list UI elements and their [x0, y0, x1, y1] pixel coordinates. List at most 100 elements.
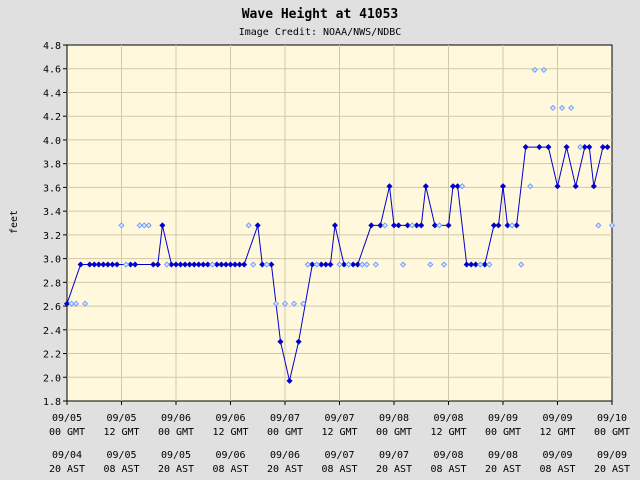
data-point — [86, 261, 93, 268]
data-point — [563, 144, 570, 151]
data-point — [227, 261, 234, 268]
x-tick-gmt-date: 09/05 — [52, 413, 82, 424]
data-point — [154, 261, 161, 268]
x-tick-gmt-time: 12 GMT — [212, 427, 248, 438]
x-tick-gmt-date: 09/09 — [488, 413, 518, 424]
data-point — [531, 66, 538, 73]
data-point — [518, 261, 525, 268]
data-point — [109, 261, 116, 268]
x-tick-gmt-time: 12 GMT — [539, 427, 575, 438]
data-point — [477, 261, 484, 268]
x-tick-gmt-date: 09/10 — [597, 413, 627, 424]
chart-subtitle: Image Credit: NOAA/NWS/NDBC — [239, 27, 402, 38]
data-point — [386, 183, 393, 190]
data-point — [300, 300, 307, 307]
y-tick-label: 1.8 — [43, 397, 61, 408]
x-tick-gmt-date: 09/05 — [106, 413, 136, 424]
data-point — [454, 183, 461, 190]
x-tick-gmt-time: 00 GMT — [49, 427, 85, 438]
data-point — [404, 222, 411, 229]
data-point — [559, 104, 566, 111]
x-tick-ast-date: 09/07 — [324, 450, 354, 461]
data-point — [218, 261, 225, 268]
y-tick-label: 4.0 — [43, 136, 61, 147]
x-tick-ast-date: 09/05 — [106, 450, 136, 461]
data-point — [77, 261, 84, 268]
data-point — [450, 183, 457, 190]
grid-lines — [67, 45, 612, 401]
data-point — [123, 261, 130, 268]
data-point — [250, 261, 257, 268]
data-point — [286, 377, 293, 384]
data-point — [422, 183, 429, 190]
data-point — [241, 261, 248, 268]
data-point — [150, 261, 157, 268]
data-point — [91, 261, 98, 268]
data-point — [268, 261, 275, 268]
data-point — [277, 338, 284, 345]
data-point — [363, 261, 370, 268]
data-point — [204, 261, 211, 268]
x-tick-ast-time: 08 AST — [321, 464, 357, 475]
y-axis-label: feet — [9, 210, 20, 234]
y-tick-label: 4.2 — [43, 112, 61, 123]
data-point — [68, 300, 75, 307]
data-point — [431, 222, 438, 229]
data-point — [427, 261, 434, 268]
data-point — [327, 261, 334, 268]
data-point — [331, 222, 338, 229]
x-tick-ast-time: 20 AST — [158, 464, 194, 475]
data-point — [390, 222, 398, 229]
data-point — [182, 261, 189, 268]
data-point — [73, 300, 80, 307]
data-point — [213, 261, 220, 268]
data-point — [222, 261, 229, 268]
y-tick-label: 3.8 — [43, 160, 61, 171]
data-point — [545, 144, 552, 151]
y-tick-label: 4.6 — [43, 65, 61, 76]
data-point — [104, 261, 111, 268]
x-tick-gmt-time: 00 GMT — [376, 427, 412, 438]
data-point — [136, 222, 143, 229]
data-point — [232, 261, 239, 268]
y-tick-label: 4.4 — [43, 88, 61, 99]
data-point — [168, 261, 175, 268]
x-axis-ticks: 09/05 00 GMT 09/04 20 AST 09/05 12 GMT 09/05 08… — [49, 401, 630, 475]
data-point — [141, 222, 148, 229]
x-tick-ast-date: 09/05 — [161, 450, 191, 461]
data-point — [513, 222, 520, 229]
x-tick-gmt-date: 09/09 — [542, 413, 572, 424]
data-point — [595, 222, 602, 229]
data-point — [377, 222, 384, 229]
x-tick-ast-date: 09/09 — [542, 450, 572, 461]
data-point — [372, 261, 379, 268]
data-point — [113, 261, 120, 268]
y-tick-label: 3.6 — [43, 183, 61, 194]
x-tick-gmt-time: 00 GMT — [158, 427, 194, 438]
data-point — [259, 261, 266, 268]
x-tick-gmt-time: 12 GMT — [430, 427, 466, 438]
data-point — [400, 261, 407, 268]
data-point — [341, 261, 348, 268]
y-tick-label: 2.6 — [43, 302, 61, 313]
data-point — [509, 222, 516, 229]
data-point — [245, 222, 252, 229]
data-point — [368, 222, 375, 229]
data-point — [200, 261, 207, 268]
data-point — [313, 261, 320, 268]
data-point — [472, 261, 479, 268]
x-tick-ast-date: 09/08 — [488, 450, 518, 461]
data-point — [177, 261, 184, 268]
data-point — [309, 261, 316, 268]
data-point — [186, 261, 193, 268]
data-point — [572, 183, 579, 190]
data-point — [359, 261, 366, 268]
data-point — [195, 261, 202, 268]
data-point — [463, 261, 470, 268]
data-point — [418, 222, 425, 229]
y-tick-label: 4.8 — [43, 41, 61, 52]
data-point — [436, 222, 443, 229]
x-tick-ast-time: 20 AST — [594, 464, 630, 475]
x-tick-ast-date: 09/09 — [597, 450, 627, 461]
